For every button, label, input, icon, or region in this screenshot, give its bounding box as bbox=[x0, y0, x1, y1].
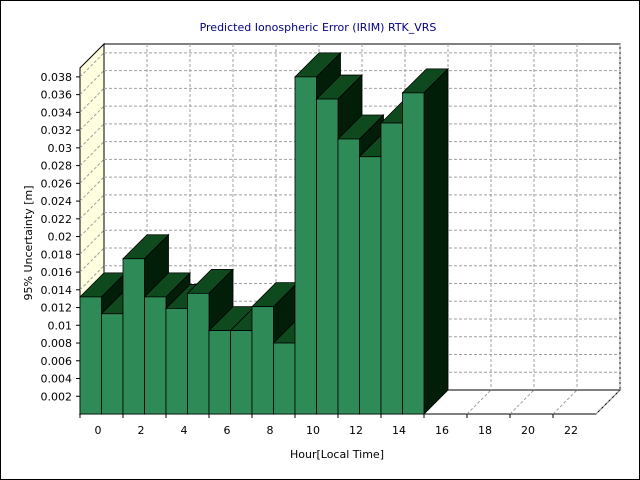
y-axis-label: 95% Uncertainty [m] bbox=[22, 185, 35, 300]
y-tick-label: 0.02 bbox=[48, 231, 73, 244]
grid-line-side bbox=[79, 265, 105, 291]
bar-front-face bbox=[402, 92, 425, 415]
x-axis-ticks: 0 2 4 6 8 10 12 14 16 18 20 22 bbox=[79, 414, 578, 437]
x-tick-label: 4 bbox=[181, 424, 188, 437]
bar-front-face bbox=[230, 330, 253, 415]
y-tick-label: 0.032 bbox=[41, 124, 73, 137]
x-tick-label: 20 bbox=[521, 424, 535, 437]
bar-front-face bbox=[251, 306, 274, 415]
bar-front-face bbox=[187, 292, 210, 415]
bar-front-face bbox=[144, 296, 167, 415]
bar-side-face bbox=[423, 67, 449, 415]
grid-line-side bbox=[79, 52, 105, 78]
bar-front-face bbox=[122, 258, 145, 415]
bar-front-face bbox=[337, 138, 360, 415]
grid-line-side bbox=[79, 194, 105, 220]
y-tick-label: 0.012 bbox=[41, 302, 73, 315]
grid-line-floor bbox=[466, 389, 492, 415]
x-tick-label: 16 bbox=[435, 424, 449, 437]
y-tick-label: 0.008 bbox=[41, 337, 73, 350]
chart-title: Predicted Ionospheric Error (IRIM) RTK_V… bbox=[200, 21, 437, 34]
x-tick-label: 2 bbox=[138, 424, 145, 437]
y-tick-label: 0.022 bbox=[41, 213, 73, 226]
bar-front-face bbox=[101, 313, 124, 415]
y-tick-label: 0.034 bbox=[41, 106, 73, 119]
grid-line-floor bbox=[509, 389, 535, 415]
grid-line-side bbox=[79, 247, 105, 273]
x-tick-label: 0 bbox=[95, 424, 102, 437]
grid-line-side bbox=[79, 123, 105, 149]
x-tick-label: 8 bbox=[267, 424, 274, 437]
bar-front-face bbox=[273, 342, 296, 415]
grid-line-side bbox=[79, 141, 105, 166]
y-tick-label: 0.018 bbox=[41, 248, 73, 261]
y-tick-label: 0.006 bbox=[41, 355, 73, 368]
y-tick-label: 0.024 bbox=[41, 195, 73, 208]
bar-front-face bbox=[294, 76, 317, 415]
x-tick-label: 18 bbox=[478, 424, 492, 437]
bar-front-face bbox=[359, 156, 382, 415]
y-tick-label: 0.01 bbox=[48, 319, 73, 332]
grid-line-side bbox=[79, 105, 105, 131]
y-tick-label: 0.004 bbox=[41, 373, 73, 386]
y-tick-label: 0.016 bbox=[41, 266, 73, 279]
x-axis-label: Hour[Local Time] bbox=[290, 448, 384, 461]
bar-front-face bbox=[208, 330, 231, 415]
grid-line-side bbox=[79, 229, 105, 255]
y-axis-ticks: 0.002 0.004 0.006 0.008 0.01 0.012 0.014 0.016 0… bbox=[41, 71, 80, 403]
bar-front-face bbox=[79, 296, 102, 415]
y-tick-label: 0.002 bbox=[41, 390, 73, 403]
y-tick-label: 0.028 bbox=[41, 160, 73, 173]
grid-line-side bbox=[79, 158, 105, 184]
y-tick-label: 0.03 bbox=[48, 142, 73, 155]
y-tick-label: 0.036 bbox=[41, 89, 73, 102]
grid-line-side bbox=[79, 176, 105, 202]
grid-line-side bbox=[79, 212, 105, 237]
x-tick-label: 10 bbox=[306, 424, 320, 437]
grid-line-floor bbox=[595, 389, 621, 415]
x-tick-label: 14 bbox=[392, 424, 406, 437]
y-tick-label: 0.026 bbox=[41, 177, 73, 190]
grid-line-side bbox=[79, 70, 105, 95]
x-tick-label: 6 bbox=[224, 424, 231, 437]
grid-line-floor bbox=[552, 389, 578, 415]
x-tick-label: 22 bbox=[564, 424, 578, 437]
y-tick-label: 0.038 bbox=[41, 71, 73, 84]
bars bbox=[79, 51, 449, 415]
x-tick-label: 12 bbox=[349, 424, 363, 437]
bar-front-face bbox=[380, 122, 403, 415]
bar-front-face bbox=[316, 98, 339, 415]
bar bbox=[401, 67, 449, 415]
y-tick-label: 0.014 bbox=[41, 284, 73, 297]
bar-front-face bbox=[165, 308, 188, 415]
grid-line-side bbox=[79, 88, 105, 113]
